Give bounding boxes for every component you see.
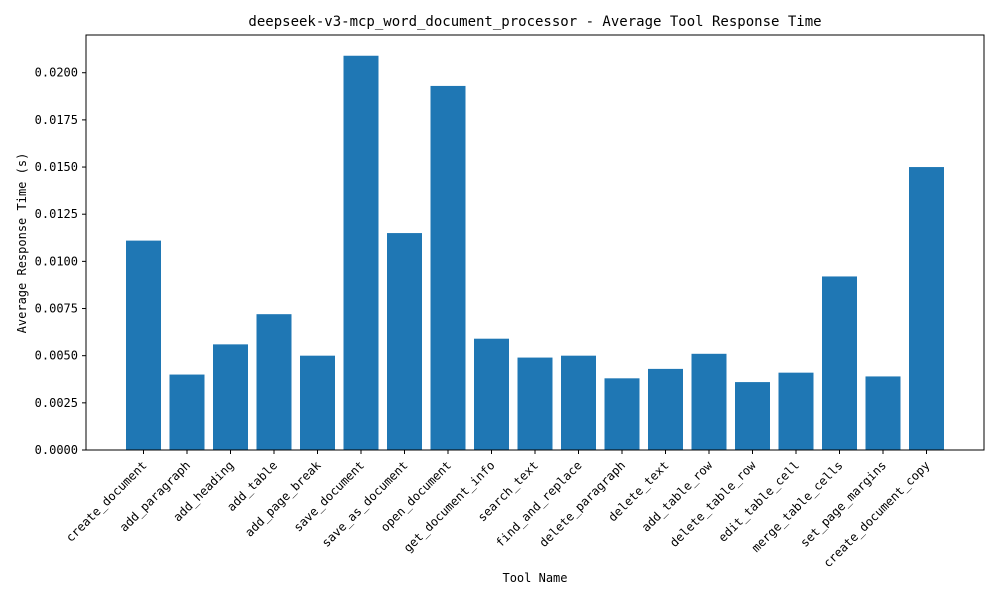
y-tick-label: 0.0125 [35,207,78,221]
bar-save-as-document [387,233,422,450]
y-tick-label: 0.0175 [35,113,78,127]
bar-create-document-copy [909,167,944,451]
bar-edit-table-cell [778,372,814,450]
y-tick-label: 0.0025 [35,396,78,410]
y-tick-label: 0.0075 [35,302,78,316]
x-axis: create_documentadd_paragraphadd_headinga… [63,450,933,570]
bar-add-page-break [300,355,335,450]
y-tick-label: 0.0150 [35,160,78,174]
bar-set-page-margins [865,376,901,450]
plot-frame [85,34,985,451]
bar-create-document [126,240,161,450]
x-tick-label: edit_table_cell [716,458,803,545]
x-tick-label: save_as_document [319,458,411,550]
y-tick-label: 0.0100 [35,254,78,268]
x-axis-label: Tool Name [502,571,567,585]
bar-delete-paragraph [604,378,640,450]
y-axis-label: Average Response Time (s) [15,153,29,334]
bars-group [126,55,944,451]
bar-search-text [517,357,553,450]
bar-save-document [343,55,379,450]
bar-add-heading [213,344,248,450]
bar-add-table [256,314,292,450]
x-tick-label: create_document [63,458,150,545]
bar-add-paragraph [169,374,205,450]
bar-open-document [430,85,466,451]
bar-merge-table-cells [822,276,857,450]
bar-get-document-info [474,338,509,450]
x-tick-label: find_and_replace [493,458,585,550]
bar-delete-table-row [735,382,770,450]
x-tick-label: set_page_margins [797,458,889,550]
bar-delete-text [648,368,683,450]
chart-title: deepseek-v3-mcp_word_document_processor … [248,14,821,30]
y-tick-label: 0.0200 [35,66,78,80]
y-tick-label: 0.0000 [35,443,78,457]
bar-find-and-replace [561,355,596,450]
bar-add-table-row [691,353,727,450]
x-tick-label: delete_paragraph [536,458,628,550]
x-tick-label: add_page_break [242,458,324,540]
y-tick-label: 0.0050 [35,349,78,363]
y-axis: 0.0000 0.0025 0.0050 0.0075 0.0100 0.0125 0.01… [35,66,86,457]
